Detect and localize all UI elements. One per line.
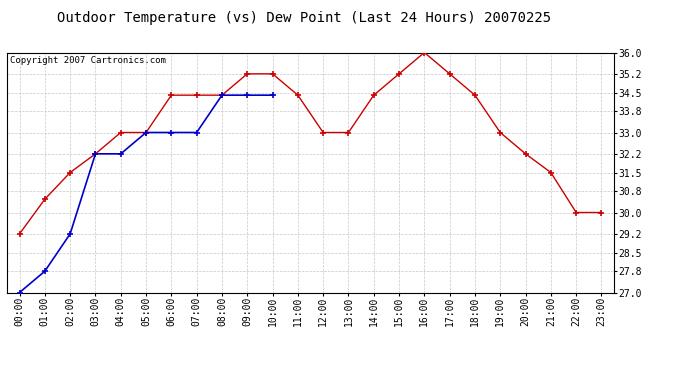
Text: Copyright 2007 Cartronics.com: Copyright 2007 Cartronics.com	[10, 56, 166, 65]
Text: Outdoor Temperature (vs) Dew Point (Last 24 Hours) 20070225: Outdoor Temperature (vs) Dew Point (Last…	[57, 11, 551, 25]
